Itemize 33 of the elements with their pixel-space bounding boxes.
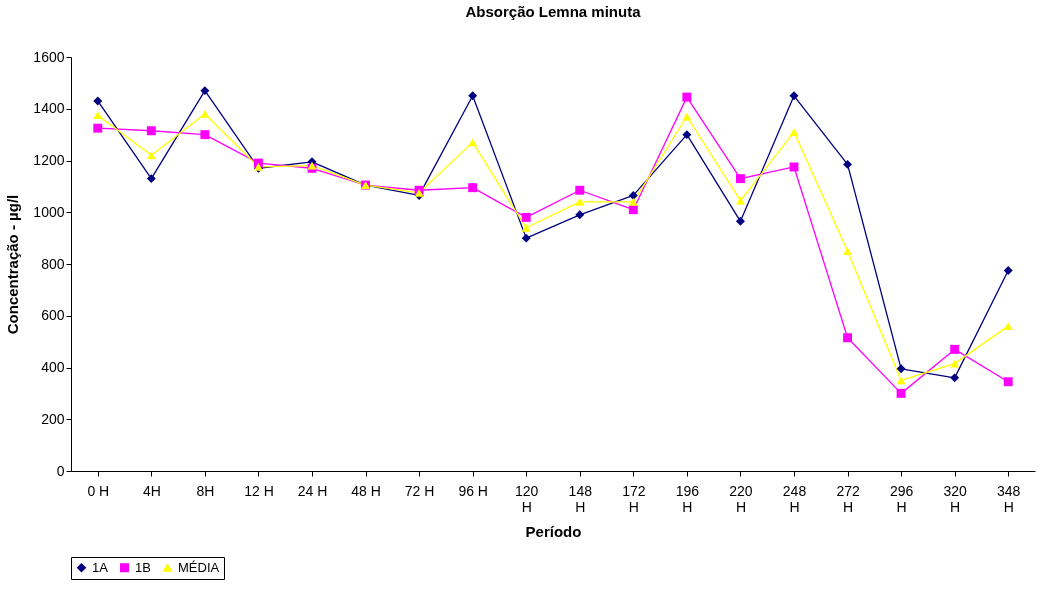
y-tick-label: 1200 [33,152,65,168]
x-tick-label: 12 H [244,482,274,499]
x-tick-label: 0 H [87,482,110,499]
y-tick-label: 1600 [33,48,65,65]
legend-label: 1B [135,559,151,575]
x-tick-label: 120 H [515,482,539,515]
x-tick-label: 172 H [622,482,646,515]
x-tick-label: 196 H [675,482,700,515]
x-tick-label: 248 H [782,482,807,515]
y-tick-label: 200 [41,410,65,427]
x-tick-label: 96 H [458,482,488,499]
x-tick-label: 8H [196,482,215,499]
x-tick-label: 72 H [404,482,435,499]
y-tick-label: 0 [56,462,65,479]
x-tick-label: 320 H [943,482,968,515]
y-tick-label: 400 [41,359,65,375]
y-tick-label: 1400 [33,100,65,117]
x-tick-label: 148 H [568,482,593,515]
x-axis-title: Período [525,522,582,540]
y-tick-label: 600 [41,307,65,324]
x-tick-label: 220 H [729,482,753,515]
legend-label: 1A [92,559,109,575]
x-tick-label: 296 H [889,482,914,515]
x-tick-label: 272 H [836,482,860,515]
x-tick-label: 48 H [351,482,381,499]
x-tick-label: 348 H [997,482,1021,515]
chart-title: Absorção Lemna minuta [465,3,642,20]
y-tick-label: 800 [41,255,65,272]
x-tick-label: 24 H [297,482,328,499]
x-tick-label: 4H [142,482,161,499]
y-tick-label: 1000 [33,203,65,220]
y-axis-title: Concentração - µg/l [4,194,22,335]
legend-label: MÉDIA [178,559,220,575]
